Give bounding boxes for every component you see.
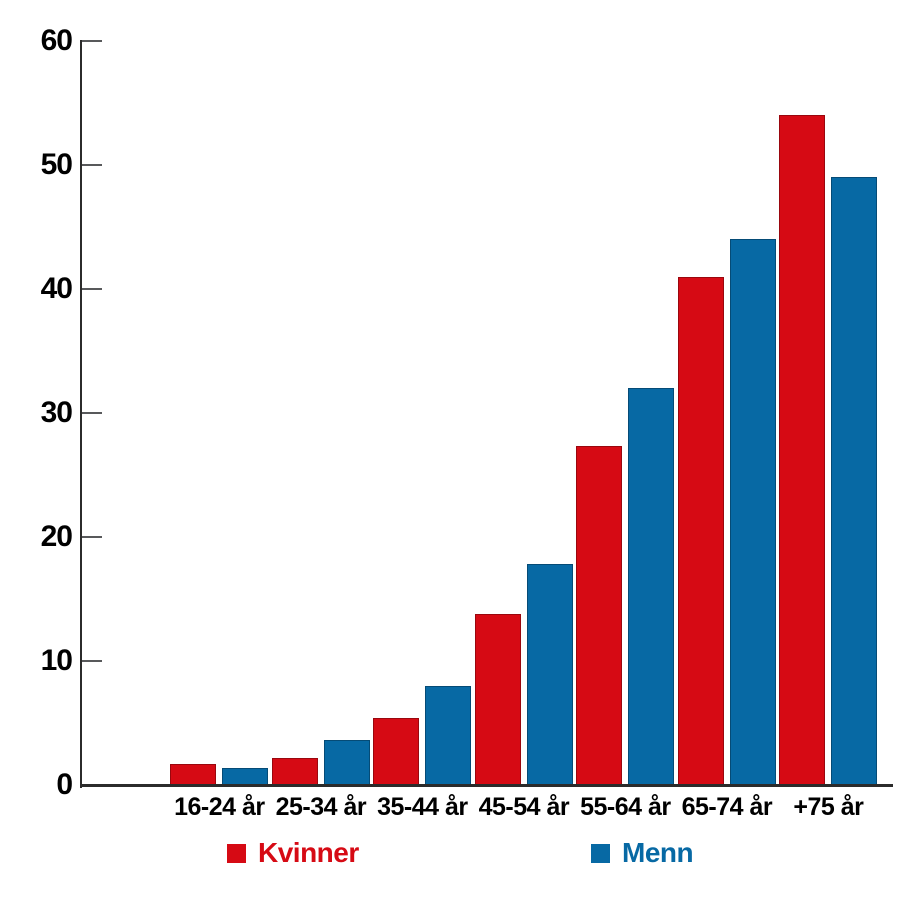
- y-tick-mark-20: [81, 536, 102, 538]
- bar-menn-16-24-år: [222, 767, 269, 785]
- y-tick-mark-40: [81, 288, 102, 290]
- x-tick-label-65-74-år: 65-74 år: [681, 793, 773, 821]
- y-tick-label-0: 0: [56, 768, 73, 801]
- bar-kvinner-65-74-år: [677, 276, 724, 785]
- y-tick-mark-10: [81, 660, 102, 662]
- y-tick-mark-30: [81, 412, 102, 414]
- y-tick-label-50: 50: [40, 148, 73, 181]
- bar-menn-35-44-år: [425, 685, 472, 785]
- x-tick-label-55-64-år: 55-64 år: [580, 793, 671, 821]
- y-tick-label-10: 10: [40, 644, 73, 677]
- bar-kvinner-16-24-år: [170, 763, 217, 785]
- bar-kvinner-45-54-år: [474, 613, 521, 785]
- bar-menn-65-74-år: [729, 239, 776, 785]
- y-tick-mark-50: [81, 164, 102, 166]
- bar-kvinner-25-34-år: [271, 757, 318, 785]
- bar-kvinner-55-64-år: [576, 446, 623, 785]
- x-tick-label-16-24-år: 16-24 år: [174, 793, 265, 821]
- y-axis-line: [80, 40, 82, 788]
- bar-menn-+75-år: [831, 177, 878, 785]
- x-tick-label-25-34-år: 25-34 år: [275, 793, 367, 821]
- x-axis-line: [80, 784, 893, 787]
- kvinner-swatch-icon: [227, 843, 246, 863]
- x-tick-label-45-54-år: 45-54 år: [478, 793, 570, 821]
- legend-item-menn: Menn: [591, 837, 694, 869]
- menn-swatch-icon: [591, 843, 610, 863]
- x-tick-label-35-44-år: 35-44 år: [377, 793, 468, 821]
- y-tick-label-30: 30: [40, 396, 73, 429]
- bar-kvinner-+75-år: [779, 115, 826, 785]
- kvinner-legend-label: Kvinner: [258, 837, 359, 868]
- legend-item-kvinner: Kvinner: [227, 837, 359, 869]
- y-tick-mark-60: [81, 40, 102, 42]
- x-tick-label-+75-år: +75 år: [793, 793, 864, 821]
- y-tick-label-20: 20: [40, 520, 73, 553]
- bar-menn-25-34-år: [323, 740, 370, 785]
- y-tick-label-40: 40: [40, 272, 73, 305]
- menn-legend-label: Menn: [622, 837, 694, 868]
- y-tick-label-60: 60: [40, 24, 73, 57]
- bar-kvinner-35-44-år: [373, 718, 420, 785]
- bar-menn-45-54-år: [526, 564, 573, 785]
- bar-menn-55-64-år: [628, 388, 675, 785]
